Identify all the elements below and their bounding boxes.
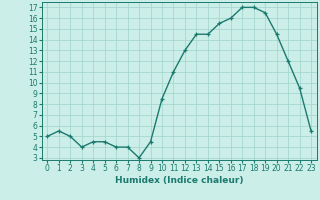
X-axis label: Humidex (Indice chaleur): Humidex (Indice chaleur) [115,176,244,185]
